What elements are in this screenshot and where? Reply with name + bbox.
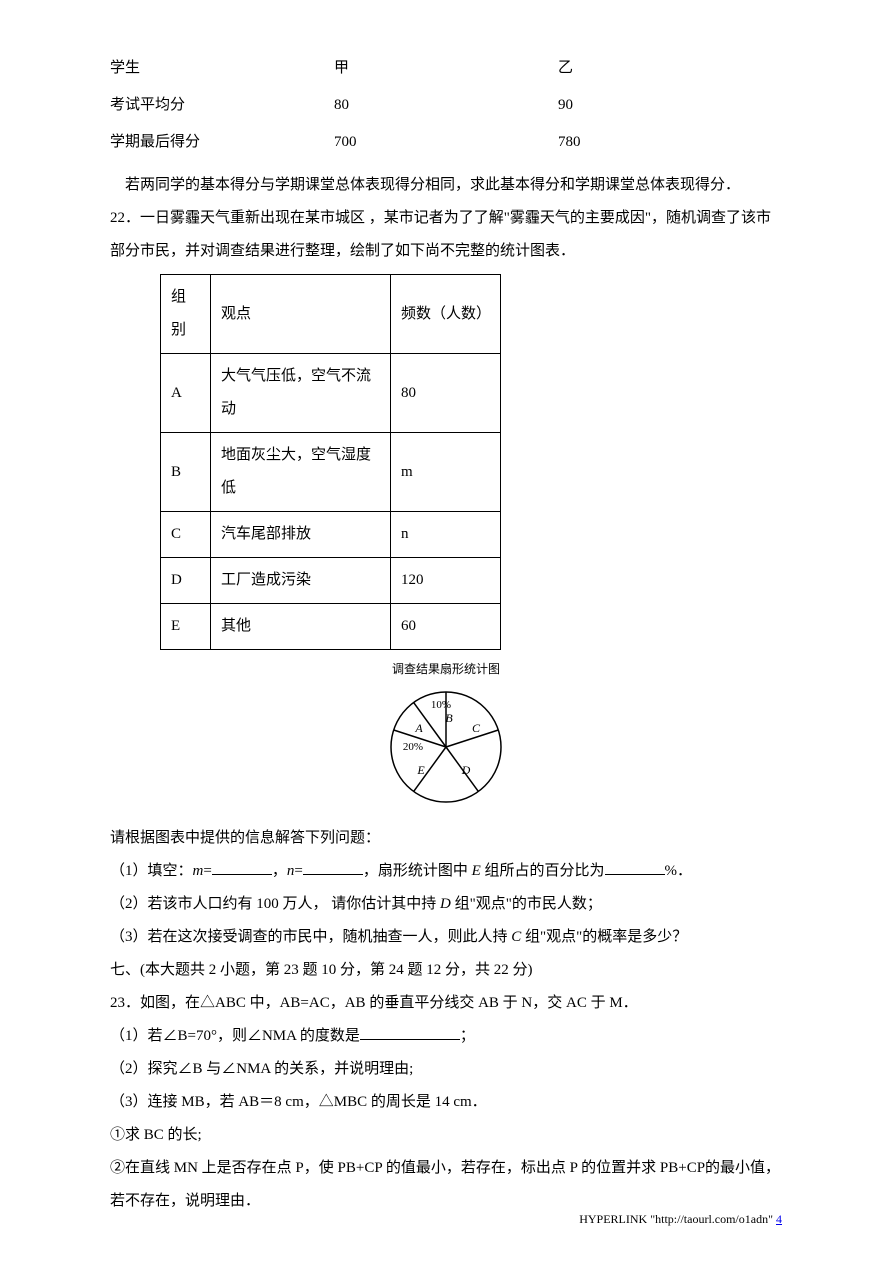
blank-m	[212, 860, 272, 875]
svg-text:B: B	[445, 711, 453, 725]
score-cell: 学期最后得分	[110, 124, 334, 161]
table-cell: B	[161, 433, 211, 512]
text: （1）填空：	[110, 863, 193, 879]
svg-text:10%: 10%	[431, 699, 451, 711]
score-header: 甲	[334, 50, 558, 87]
score-header: 乙	[558, 50, 782, 87]
table-row: 组别 观点 频数（人数）	[161, 275, 501, 354]
text: %．	[665, 863, 693, 879]
table-header: 观点	[211, 275, 391, 354]
pie-title: 调查结果扇形统计图	[110, 656, 782, 682]
var-c: C	[511, 929, 521, 945]
page-footer: HYPERLINK "http://taourl.com/o1adn" 4	[579, 1206, 782, 1232]
blank-n	[303, 860, 363, 875]
score-header: 学生	[110, 50, 334, 87]
table-cell: 大气气压低，空气不流动	[211, 354, 391, 433]
text: 组"观点"的概率是多少？	[521, 929, 687, 945]
text: ，	[272, 863, 287, 879]
survey-table: 组别 观点 频数（人数） A 大气气压低，空气不流动 80 B 地面灰尘大，空气…	[160, 274, 501, 650]
blank-pct	[605, 860, 665, 875]
q23-sub3: （3）连接 MB，若 AB＝8 cm，△MBC 的周长是 14 cm．	[110, 1086, 782, 1119]
pie-chart: A 20% B10% C D E	[371, 682, 521, 812]
table-header: 频数（人数）	[391, 275, 501, 354]
table-row: E 其他 60	[161, 604, 501, 650]
table-cell: 其他	[211, 604, 391, 650]
score-cell: 80	[334, 87, 558, 124]
q23-sub2: （2）探究∠B 与∠NMA 的关系，并说明理由;	[110, 1053, 782, 1086]
table-cell: 120	[391, 558, 501, 604]
q22-sub3: （3）若在这次接受调查的市民中，随机抽查一人，则此人持 C 组"观点"的概率是多…	[110, 921, 782, 954]
table-header: 组别	[161, 275, 211, 354]
pie-chart-wrap: 调查结果扇形统计图 A 20% B10% C D E	[110, 656, 782, 812]
table-cell: 60	[391, 604, 501, 650]
table-cell: 汽车尾部排放	[211, 512, 391, 558]
text: （3）若在这次接受调查的市民中，随机抽查一人，则此人持	[110, 929, 511, 945]
table-row: C 汽车尾部排放 n	[161, 512, 501, 558]
table-cell: D	[161, 558, 211, 604]
text: =	[294, 863, 302, 879]
table-cell: C	[161, 512, 211, 558]
text: 组所占的百分比为	[481, 863, 605, 879]
table-row: B 地面灰尘大，空气湿度低 m	[161, 433, 501, 512]
score-cell: 90	[558, 87, 782, 124]
section-7-header: 七、(本大题共 2 小题，第 23 题 10 分，第 24 题 12 分，共 2…	[110, 954, 782, 987]
q22-sub1: （1）填空：m=，n=，扇形统计图中 E 组所占的百分比为%．	[110, 855, 782, 888]
svg-text:D: D	[461, 763, 471, 777]
var-e: E	[472, 863, 481, 879]
blank-angle	[360, 1025, 460, 1040]
q23-sub3a: ①求 BC 的长;	[110, 1119, 782, 1152]
score-table: 学生 甲 乙 考试平均分 80 90 学期最后得分 700 780	[110, 50, 782, 161]
score-cell: 780	[558, 124, 782, 161]
table-cell: E	[161, 604, 211, 650]
score-cell: 700	[334, 124, 558, 161]
var-d: D	[440, 896, 451, 912]
svg-text:A: A	[414, 721, 423, 735]
q23-sub1: （1）若∠B=70°，则∠NMA 的度数是 ；	[110, 1020, 782, 1053]
text: 组"观点"的市民人数；	[451, 896, 602, 912]
table-row: D 工厂造成污染 120	[161, 558, 501, 604]
table-cell: n	[391, 512, 501, 558]
svg-text:E: E	[416, 763, 425, 777]
table-cell: 地面灰尘大，空气湿度低	[211, 433, 391, 512]
q23-stem: 23．如图，在△ABC 中，AB=AC，AB 的垂直平分线交 AB 于 N，交 …	[110, 987, 782, 1020]
svg-text:20%: 20%	[403, 741, 423, 753]
table-cell: 工厂造成污染	[211, 558, 391, 604]
score-note: 若两同学的基本得分与学期课堂总体表现得分相同，求此基本得分和学期课堂总体表现得分…	[110, 169, 782, 202]
footer-page-link[interactable]: 4	[776, 1212, 782, 1226]
text: （2）若该市人口约有 100 万人， 请你估计其中持	[110, 896, 440, 912]
text: =	[203, 863, 211, 879]
text: ；	[460, 1028, 475, 1044]
var-m: m	[193, 863, 204, 879]
svg-text:C: C	[472, 721, 481, 735]
footer-text: HYPERLINK "http://taourl.com/o1adn"	[579, 1212, 776, 1226]
text: ，扇形统计图中	[363, 863, 472, 879]
table-cell: 80	[391, 354, 501, 433]
table-row: A 大气气压低，空气不流动 80	[161, 354, 501, 433]
q22-sub2: （2）若该市人口约有 100 万人， 请你估计其中持 D 组"观点"的市民人数；	[110, 888, 782, 921]
table-cell: m	[391, 433, 501, 512]
q22-stem: 22．一日雾霾天气重新出现在某市城区 ，某市记者为了了解"雾霾天气的主要成因"，…	[110, 202, 782, 268]
score-cell: 考试平均分	[110, 87, 334, 124]
table-cell: A	[161, 354, 211, 433]
text: （1）若∠B=70°，则∠NMA 的度数是	[110, 1028, 360, 1044]
q22-instruction: 请根据图表中提供的信息解答下列问题：	[110, 822, 782, 855]
